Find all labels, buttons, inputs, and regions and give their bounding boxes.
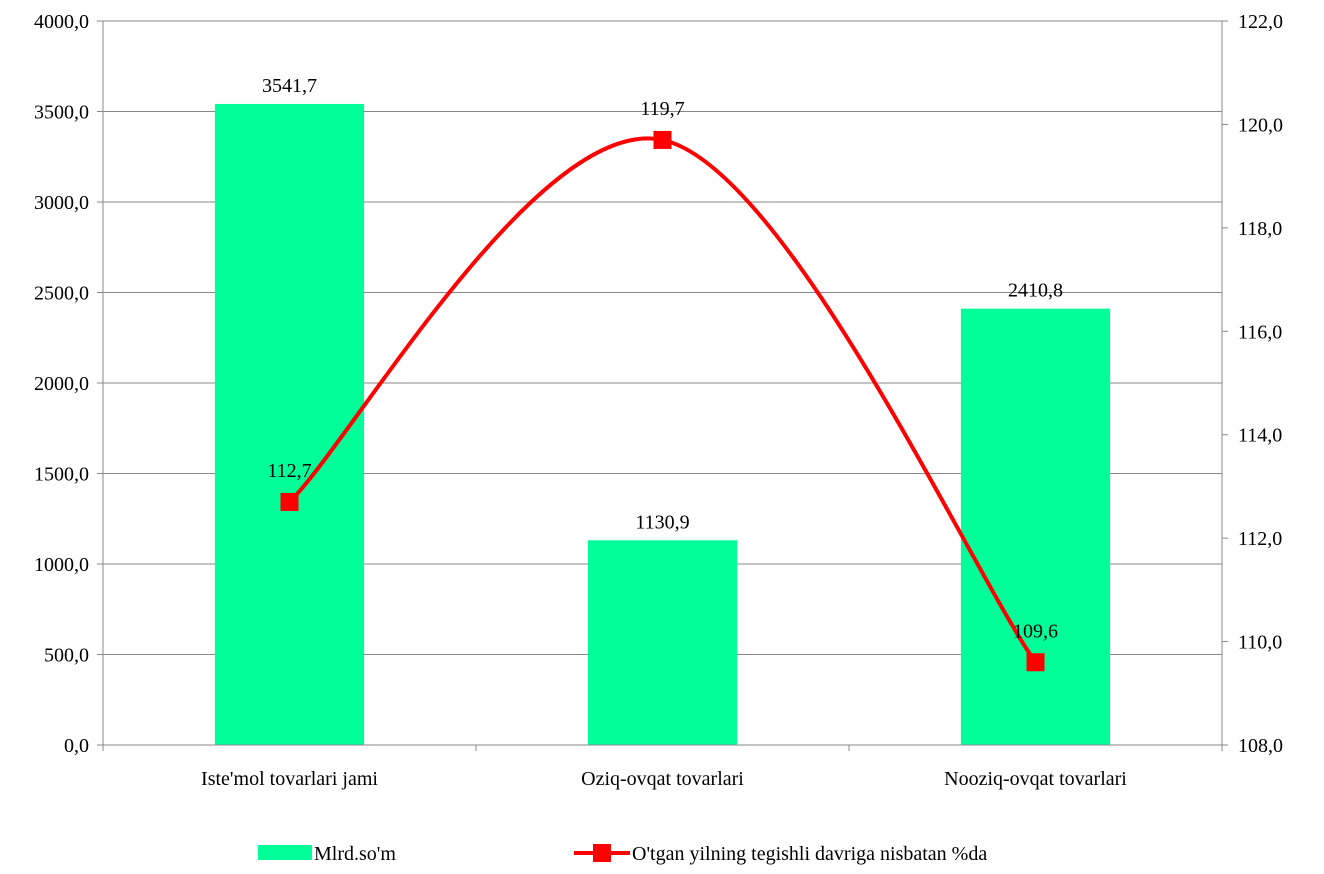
left-axis-tick-label: 500,0 — [44, 645, 89, 667]
line-marker — [280, 492, 299, 511]
line-marker — [653, 130, 672, 149]
left-axis-tick-label: 3000,0 — [34, 192, 89, 214]
category-label: Nooziq-ovqat tovarlari — [944, 768, 1127, 790]
right-axis-tick-label: 114,0 — [1238, 425, 1282, 447]
bar-value-label: 1130,9 — [635, 511, 689, 533]
right-axis-tick-label: 116,0 — [1238, 321, 1282, 343]
left-axis-tick-label: 4000,0 — [34, 11, 89, 33]
bar-series — [214, 103, 1111, 746]
bar — [214, 103, 365, 746]
right-axis-tick-label: 110,0 — [1238, 632, 1282, 654]
right-axis-tick-label: 118,0 — [1238, 218, 1282, 240]
line-series — [280, 130, 1045, 672]
right-axis-tick-label: 122,0 — [1238, 11, 1283, 33]
legend-line-label: O'tgan yilning tegishli davriga nisbatan… — [632, 843, 987, 865]
bar — [960, 308, 1111, 745]
right-axis-tick-label: 108,0 — [1238, 735, 1283, 757]
data-labels: 3541,7 1130,9 2410,8 112,7 119,7 109,6 — [262, 75, 1063, 642]
left-axis-tick-label: 1000,0 — [34, 554, 89, 576]
left-axis-tick-label: 2500,0 — [34, 283, 89, 305]
bar — [587, 540, 738, 745]
line-marker — [1026, 653, 1045, 672]
right-axis-tick-label: 120,0 — [1238, 114, 1283, 136]
left-axis-tick-label: 0,0 — [64, 735, 89, 757]
line-value-label: 112,7 — [267, 460, 311, 482]
bar-value-label: 2410,8 — [1008, 280, 1063, 302]
legend-bar-swatch — [258, 845, 312, 860]
axes: 0,0 500,0 1000,0 1500,0 2000,0 2500,0 3000,0 35… — [34, 11, 1283, 790]
left-axis-tick-label: 2000,0 — [34, 373, 89, 395]
legend-bar-label: Mlrd.so'm — [314, 843, 396, 865]
bar-value-label: 3541,7 — [262, 75, 317, 97]
line-value-label: 119,7 — [640, 98, 684, 120]
right-axis-tick-label: 112,0 — [1238, 528, 1282, 550]
legend: Mlrd.so'm O'tgan yilning tegishli davriga… — [258, 843, 987, 865]
category-label: Iste'mol tovarlari jami — [201, 768, 378, 790]
line-value-label: 109,6 — [1013, 620, 1058, 642]
left-axis-tick-label: 1500,0 — [34, 464, 89, 486]
legend-line-marker — [593, 844, 611, 862]
left-axis-tick-label: 3500,0 — [34, 102, 89, 124]
category-label: Oziq-ovqat tovarlari — [581, 768, 744, 790]
